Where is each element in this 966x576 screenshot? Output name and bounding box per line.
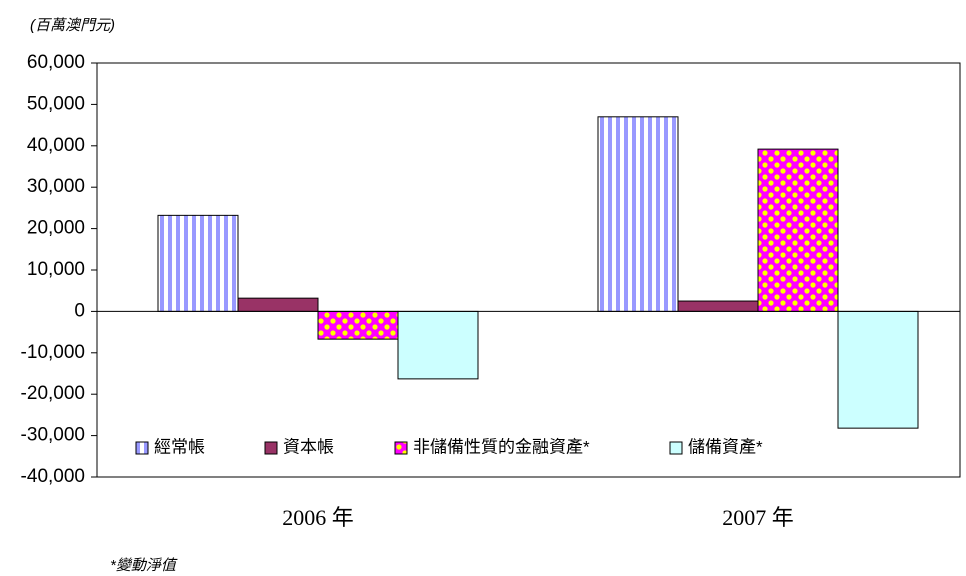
y-tick-label: 60,000 [27,52,85,73]
y-tick-label: 30,000 [27,176,85,197]
legend-label: 非儲備性質的金融資產* [413,437,590,456]
legend-swatch [135,441,149,455]
y-tick-label: 10,000 [27,259,85,280]
legend-swatch [264,441,278,455]
y-tick-label: -30,000 [21,425,85,446]
x-tick-label: 2007 年 [722,505,794,530]
bar [677,300,759,312]
legend-label: 經常帳 [154,437,205,456]
y-tick-label: -40,000 [21,466,85,487]
legend-swatch [394,441,408,455]
y-tick-label: 20,000 [27,218,85,239]
y-tick-label: -10,000 [21,342,85,363]
x-tick-label: 2006 年 [282,505,354,530]
legend-swatch [669,441,683,455]
bar [397,310,479,380]
bar [837,310,919,429]
legend-label: 資本帳 [283,437,334,456]
y-tick-label: 50,000 [27,93,85,114]
bar [597,116,679,312]
y-tick-label: 0 [74,300,85,321]
y-tick-label: 40,000 [27,135,85,156]
y-tick-label: -20,000 [21,383,85,404]
bar [317,310,399,340]
unit-label: (百萬澳門元) [30,17,115,34]
footnote: *變動淨值 [110,557,178,574]
bar [757,148,839,312]
bar [157,214,239,312]
legend-label: 儲備資產* [688,437,763,456]
bar [237,297,319,312]
